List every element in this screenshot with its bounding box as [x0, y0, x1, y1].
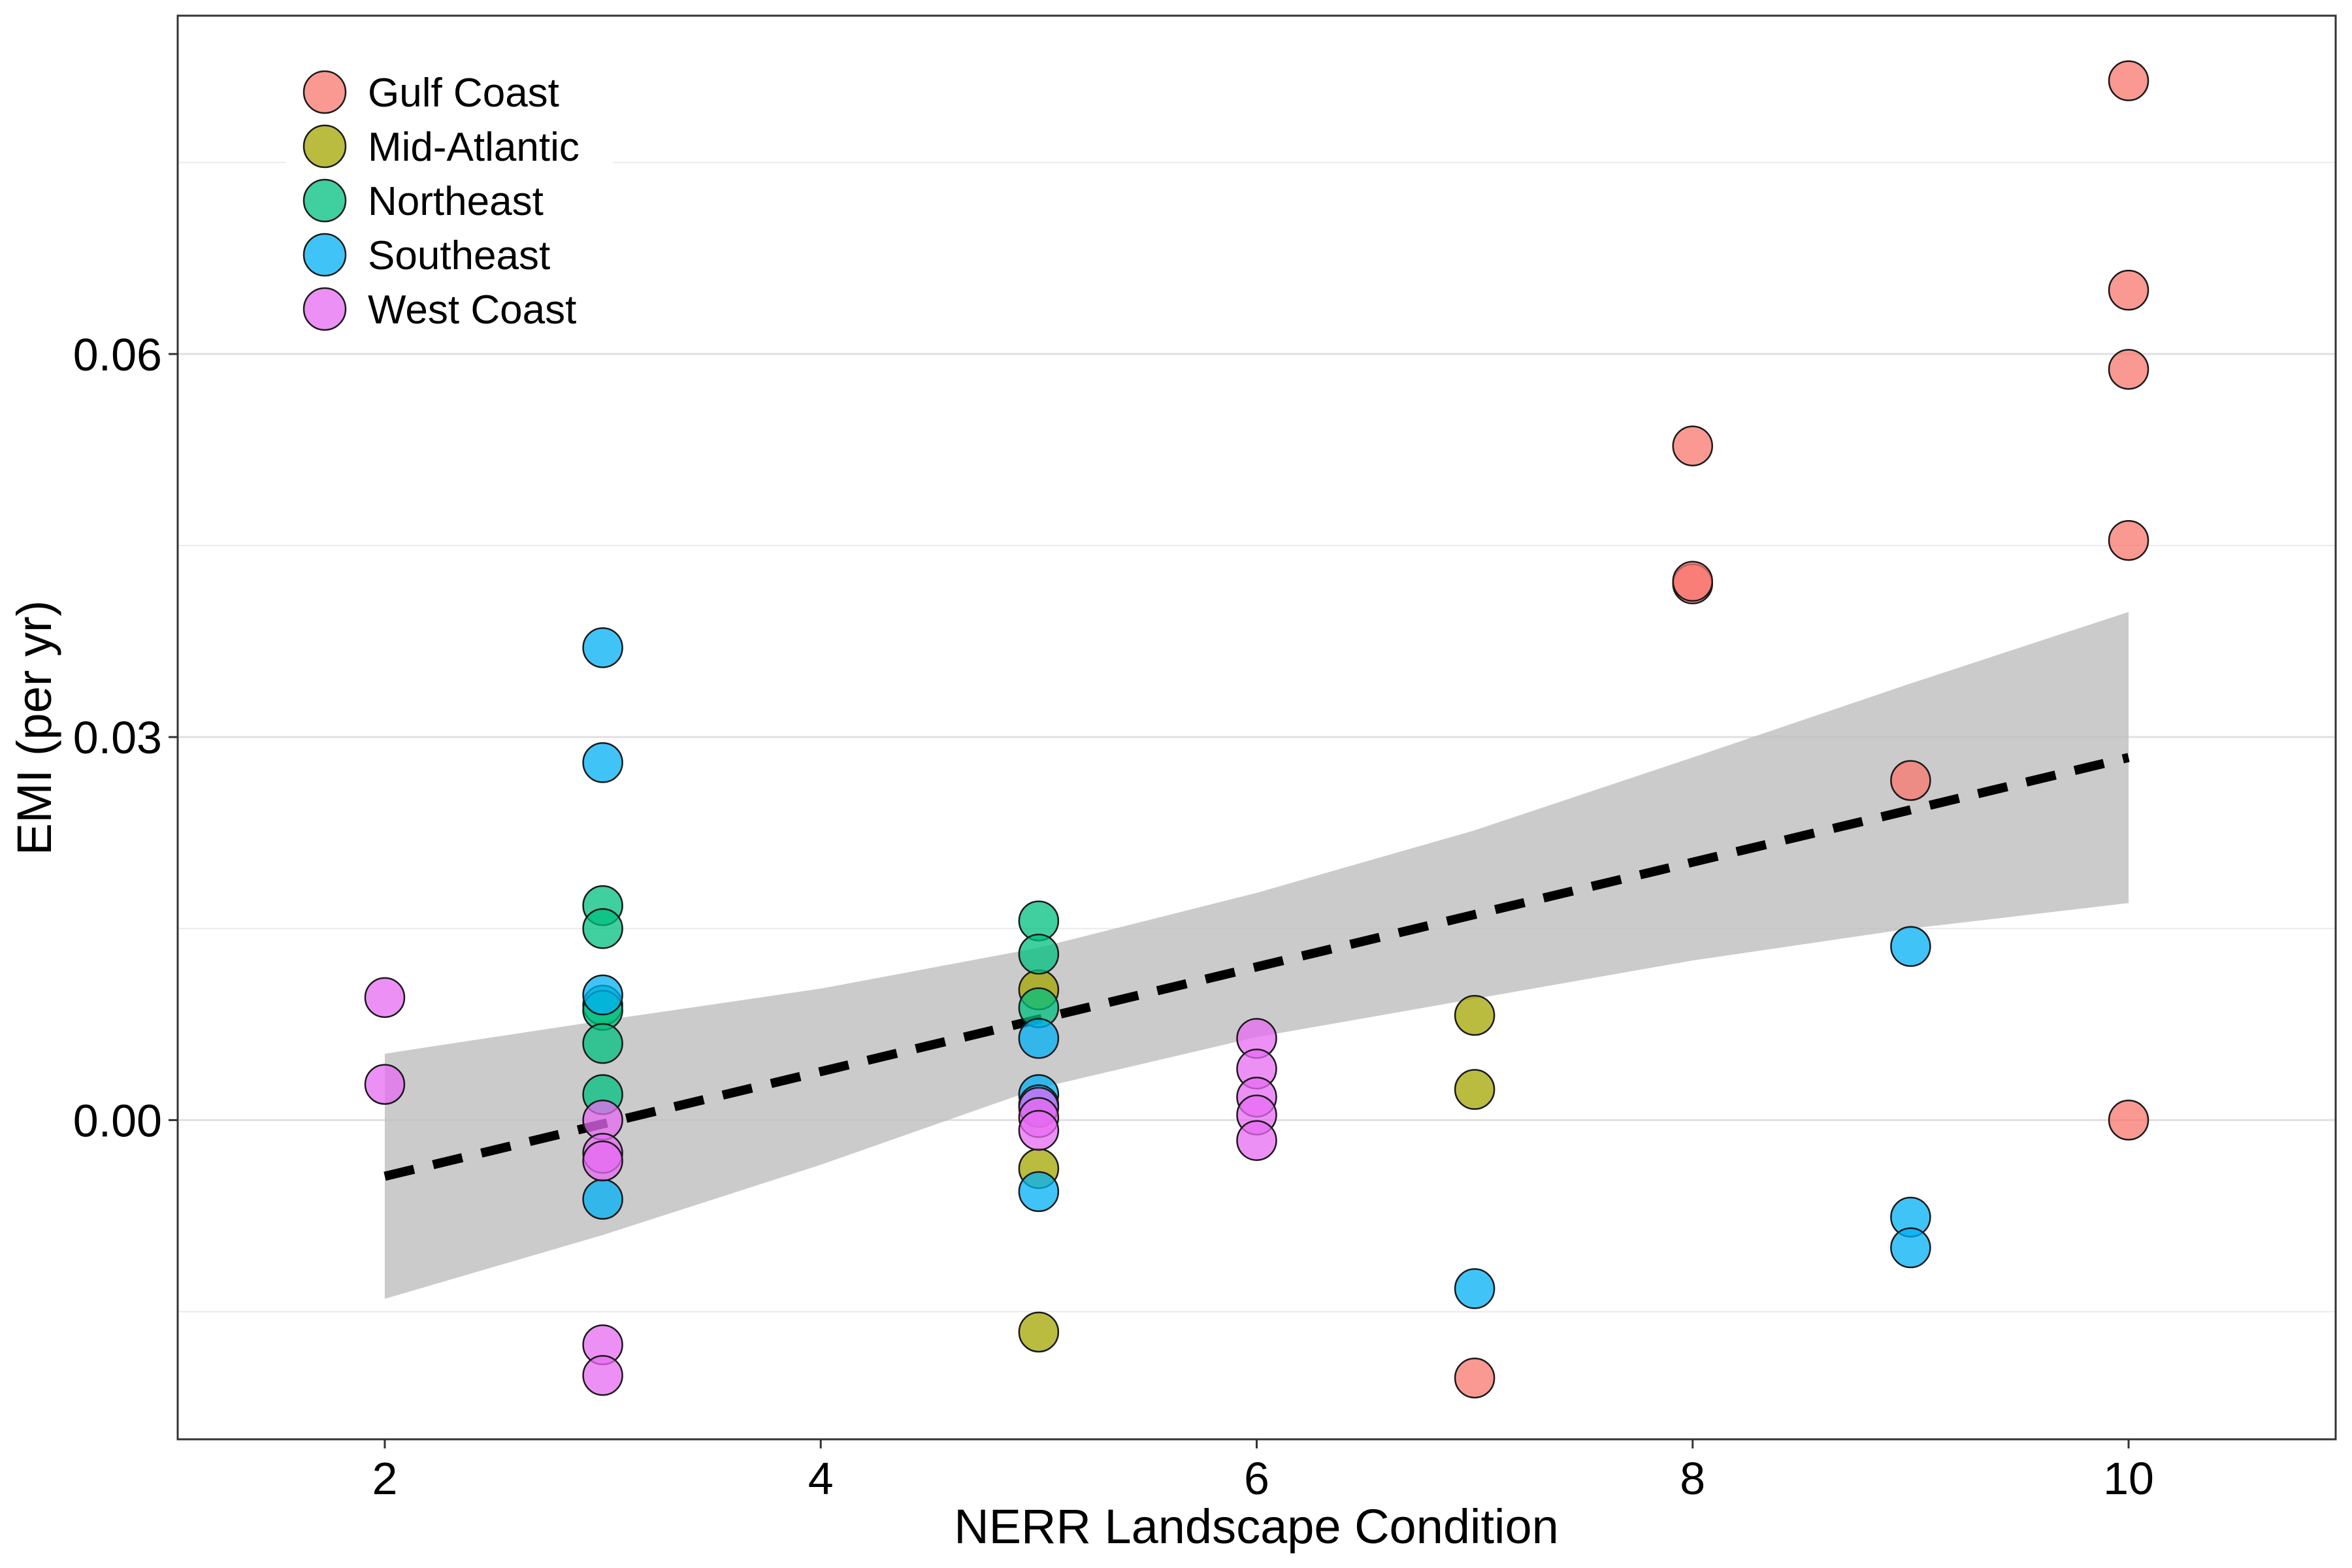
point-southeast [1454, 1268, 1495, 1309]
point-northeast [582, 908, 623, 949]
point-west-coast [1236, 1120, 1277, 1161]
point-northeast [582, 1022, 623, 1064]
point-mid-atlantic [1018, 1311, 1060, 1353]
x-axis-ticks: 2 4 6 8 10 [372, 1439, 2154, 1504]
point-gulf-coast [1672, 425, 1714, 466]
trend-line [384, 753, 2130, 1181]
x-tick-label: 4 [808, 1453, 834, 1504]
legend-key-mid-atlantic [302, 124, 347, 169]
trend-line-layer [384, 753, 2130, 1181]
legend-key-northeast [302, 178, 347, 223]
point-northeast [1018, 934, 1060, 975]
y-axis-title: EMI (per yr) [7, 600, 61, 856]
confidence-band [384, 612, 2129, 1299]
point-west-coast [582, 1355, 623, 1396]
legend-label-northeast: Northeast [368, 179, 544, 224]
legend: Gulf Coast Mid-Atlantic Northeast Southeast… [286, 59, 613, 353]
point-west-coast [364, 1064, 406, 1105]
point-gulf-coast [1454, 1357, 1495, 1399]
legend-key-southeast [302, 233, 347, 277]
x-tick-label: 2 [372, 1453, 397, 1504]
point-west-coast [1018, 1109, 1060, 1151]
legend-label-gulf-coast: Gulf Coast [368, 71, 559, 116]
y-tick-label: 0.03 [73, 712, 162, 763]
x-tick-label: 10 [2103, 1453, 2154, 1504]
legend-label-southeast: Southeast [368, 233, 550, 278]
point-gulf-coast [2108, 1100, 2149, 1141]
point-southeast [1890, 1227, 1931, 1269]
point-southeast [582, 742, 623, 783]
point-mid-atlantic [1454, 994, 1495, 1036]
confidence-band-layer [384, 612, 2129, 1299]
point-southeast [1018, 1171, 1060, 1213]
y-axis-ticks: 0.00 0.03 0.06 [73, 329, 178, 1146]
point-gulf-coast [1890, 760, 1931, 801]
legend-key-gulf-coast [302, 70, 347, 114]
point-southeast [582, 1179, 623, 1220]
point-southeast [1890, 926, 1931, 967]
point-gulf-coast [2108, 519, 2149, 561]
legend-key-west-coast [302, 287, 347, 331]
point-southeast [582, 627, 623, 668]
point-west-coast [364, 977, 406, 1019]
x-tick-label: 8 [1680, 1453, 1705, 1504]
point-southeast [1018, 1018, 1060, 1059]
point-gulf-coast [2108, 60, 2149, 101]
point-gulf-coast [2108, 269, 2149, 311]
data-points [364, 60, 2149, 1399]
x-tick-label: 6 [1244, 1453, 1269, 1504]
point-gulf-coast [1672, 561, 1714, 602]
legend-label-west-coast: West Coast [368, 287, 576, 333]
point-mid-atlantic [1454, 1069, 1495, 1110]
point-gulf-coast [2108, 349, 2149, 390]
y-tick-label: 0.06 [73, 329, 162, 380]
point-southeast [582, 974, 623, 1016]
legend-label-mid-atlantic: Mid-Atlantic [368, 125, 580, 170]
x-axis-title: NERR Landscape Condition [954, 1499, 1559, 1554]
point-west-coast [582, 1140, 623, 1182]
y-tick-label: 0.00 [73, 1095, 162, 1146]
